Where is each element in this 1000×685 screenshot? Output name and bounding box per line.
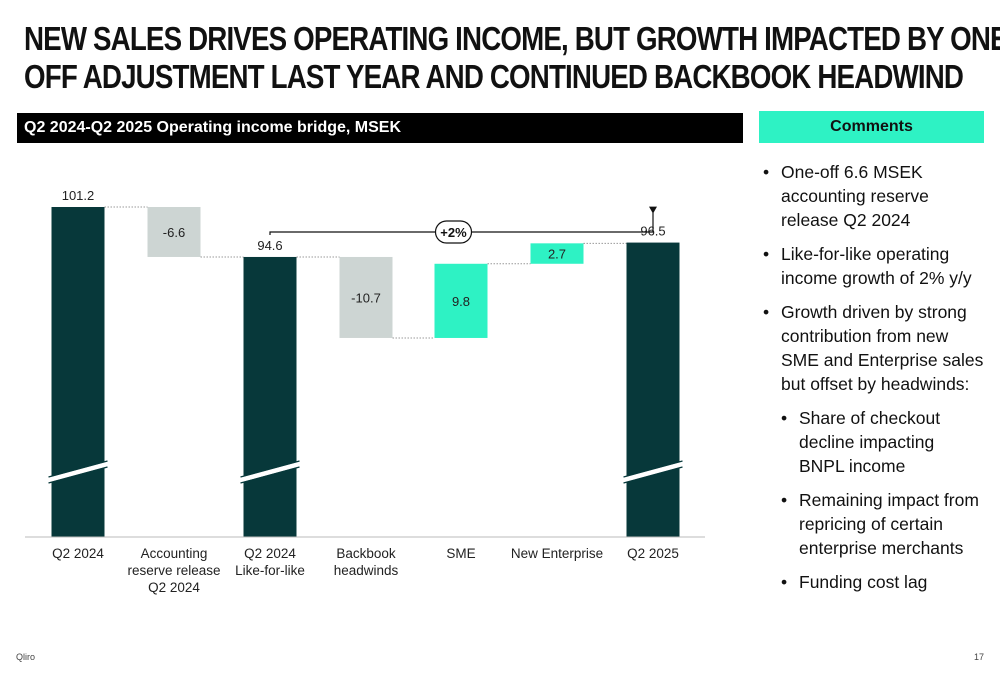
slide-title: NEW SALES DRIVES OPERATING INCOME, BUT G… (24, 20, 1000, 96)
axis-break-line (623, 460, 683, 478)
comments-header: Comments (759, 111, 984, 143)
category-label: New Enterprise (511, 546, 603, 561)
category-label: SME (446, 546, 475, 561)
comments-list: One-off 6.6 MSEK accounting reserve rele… (762, 160, 984, 604)
footer-brand: Qliro (16, 652, 36, 662)
page-number: 17 (974, 652, 985, 662)
category-label: Backbook (336, 546, 396, 561)
category-label: Q2 2024 (244, 546, 296, 561)
data-label: -10.7 (351, 290, 381, 305)
category-label: Q2 2024 (148, 580, 200, 595)
axis-break-line (240, 466, 300, 484)
category-label: Accounting (141, 546, 208, 561)
bar-decrease (339, 256, 393, 338)
axis-break-gap (239, 461, 301, 483)
comment-bullet: Like-for-like operating income growth of… (762, 242, 984, 290)
category-label: reserve release (127, 563, 220, 578)
axis-break-line (240, 460, 300, 478)
comment-sub-bullet: Share of checkout decline impacting BNPL… (780, 406, 984, 478)
axis-break-gap (47, 461, 109, 483)
slide-title-line-2: OFF ADJUSTMENT LAST YEAR AND CONTINUED B… (24, 58, 964, 95)
data-label: 9.8 (452, 294, 470, 309)
axis-break-gap (622, 461, 684, 483)
category-label: Q2 2025 (627, 546, 679, 561)
category-label: Q2 2024 (52, 546, 104, 561)
operating-income-bridge-chart: 101.2 Q2 2024 -6.6 Accounting reserve releas… (25, 188, 705, 595)
comment-bullet: One-off 6.6 MSEK accounting reserve rele… (762, 160, 984, 232)
axis-break-line (623, 466, 683, 484)
bar-increase (434, 263, 488, 338)
growth-badge-label: +2% (440, 225, 467, 240)
growth-badge (434, 220, 473, 244)
bar-total (626, 242, 680, 537)
bar-total (243, 256, 297, 537)
category-label: headwinds (334, 563, 399, 578)
axis-break-line (48, 466, 108, 484)
slide-title-line-1: NEW SALES DRIVES OPERATING INCOME, BUT G… (24, 20, 1000, 57)
data-label: 101.2 (62, 188, 95, 203)
comment-sub-bullet: Funding cost lag (780, 570, 984, 594)
data-label: 94.6 (257, 238, 282, 253)
comment-bullet: Growth driven by strong contribution fro… (762, 300, 984, 396)
comment-sub-bullet: Remaining impact from repricing of certa… (780, 488, 984, 560)
chart-header: Q2 2024-Q2 2025 Operating income bridge,… (17, 113, 743, 143)
category-label: Like-for-like (235, 563, 305, 578)
axis-break-line (48, 460, 108, 478)
bar-decrease (147, 207, 201, 257)
data-label: 2.7 (548, 247, 566, 262)
data-label: -6.6 (163, 225, 185, 240)
bar-increase (530, 243, 584, 264)
growth-arrowhead (649, 206, 657, 214)
bar-total (51, 207, 105, 537)
